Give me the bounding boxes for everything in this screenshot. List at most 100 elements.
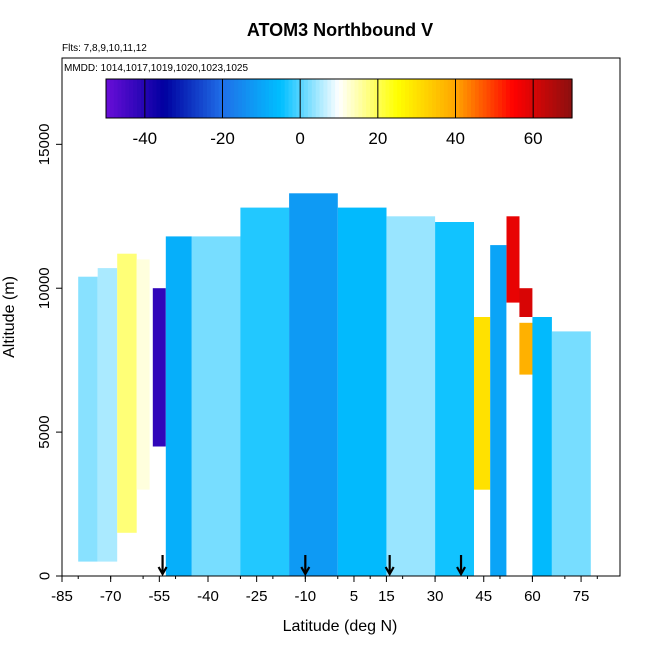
colorbar-swatch [346, 79, 352, 118]
v-wind-band [78, 276, 98, 562]
colorbar-swatch [482, 79, 488, 118]
v-wind-band [506, 216, 520, 303]
v-wind-band [386, 216, 436, 576]
x-tick-label: -55 [148, 588, 170, 605]
colorbar-swatch [443, 79, 449, 118]
colorbar-swatch [265, 79, 270, 118]
v-wind-band [117, 253, 137, 533]
colorbar-swatch [140, 79, 146, 118]
colorbar-swatch [389, 79, 394, 118]
arrow-markers [157, 555, 466, 577]
colorbar-swatch [168, 79, 173, 118]
colorbar-swatch [478, 79, 484, 118]
x-tick-label: -40 [197, 588, 219, 605]
colorbar-swatch [226, 79, 231, 118]
colorbar-swatch [502, 79, 507, 118]
colorbar-swatch [137, 79, 142, 118]
plot-area [78, 193, 591, 576]
colorbar-tick-label: -20 [210, 129, 235, 148]
colorbar-swatch [354, 79, 360, 118]
colorbar-swatch [490, 79, 495, 118]
colorbar-swatch [129, 79, 134, 118]
colorbar-swatch [463, 79, 468, 118]
v-wind-band [191, 236, 241, 576]
colorbar-swatch [261, 79, 266, 118]
colorbar-swatch [564, 79, 569, 118]
colorbar-swatch [144, 79, 150, 118]
x-tick-label: 15 [378, 588, 395, 605]
x-axis-label: Latitude (deg N) [283, 618, 398, 635]
colorbar-swatch [560, 79, 565, 118]
colorbar-swatch [529, 79, 534, 118]
colorbar-swatch [253, 79, 259, 118]
x-tick-label: 5 [350, 588, 358, 605]
x-tick-label: 45 [475, 588, 492, 605]
colorbar-swatch [459, 79, 464, 118]
colorbar-swatch [408, 79, 414, 118]
colorbar-swatch [436, 79, 441, 118]
colorbar-swatch [156, 79, 161, 118]
colorbar-swatch [505, 79, 511, 118]
colorbar-swatch [552, 79, 558, 118]
colorbar-swatch [494, 79, 499, 118]
colorbar-swatch [439, 79, 445, 118]
colorbar-swatch [342, 79, 348, 118]
colorbar-swatch [358, 79, 363, 118]
colorbar-swatch [373, 79, 379, 118]
colorbar-tick-label: 20 [368, 129, 387, 148]
colorbar-swatch [238, 79, 243, 118]
colorbar-swatch [401, 79, 406, 118]
colorbar-swatch [241, 79, 247, 118]
x-tick-label: -10 [294, 588, 316, 605]
colorbar-tick-label: 0 [295, 129, 304, 148]
colorbar-swatch [222, 79, 227, 118]
colorbar-swatch [331, 79, 336, 118]
flights-label: Flts: 7,8,9,10,11,12 [62, 43, 147, 54]
v-wind-band [337, 207, 387, 576]
colorbar-swatch [245, 79, 251, 118]
colorbar-swatch [416, 79, 422, 118]
colorbar-swatch [280, 79, 286, 118]
colorbar-swatch [471, 79, 476, 118]
colorbar-swatch [432, 79, 437, 118]
colorbar-swatch [525, 79, 530, 118]
colorbar-swatch [307, 79, 313, 118]
colorbar-swatch [230, 79, 235, 118]
colorbar-swatch [521, 79, 526, 118]
x-tick-label: -70 [100, 588, 122, 605]
colorbar-swatch [467, 79, 472, 118]
x-tick-label: 30 [427, 588, 444, 605]
colorbar-swatch [366, 79, 371, 118]
colorbar-swatch [187, 79, 193, 118]
colorbar-swatch [412, 79, 418, 118]
v-wind-band [551, 331, 591, 576]
colorbar-swatch [284, 79, 290, 118]
v-wind-band [435, 222, 474, 576]
colorbar-swatch [315, 79, 321, 118]
colorbar-swatch [276, 79, 282, 118]
colorbar-swatch [269, 79, 274, 118]
colorbar-swatch [272, 79, 278, 118]
v-wind-band [519, 288, 533, 317]
colorbar-swatch [152, 79, 158, 118]
colorbar-swatch [249, 79, 255, 118]
x-tick-label: 75 [573, 588, 590, 605]
colorbar-swatch [304, 79, 309, 118]
colorbar-swatch [335, 79, 340, 118]
colorbar-swatch [381, 79, 387, 118]
colorbar-swatch [393, 79, 398, 118]
colorbar-swatch [319, 79, 325, 118]
colorbar-swatch [106, 79, 111, 118]
y-axis: 0 5000 10000 15000 [36, 123, 62, 580]
colorbar-swatch [206, 79, 212, 118]
colorbar-swatch [517, 79, 523, 118]
v-wind-band [240, 207, 290, 576]
colorbar-swatch [300, 79, 305, 118]
colorbar-swatch [533, 79, 538, 118]
colorbar-swatch [183, 79, 189, 118]
colorbar-tick-label: 60 [524, 129, 543, 148]
colorbar-swatch [113, 79, 119, 118]
v-wind-band [490, 245, 507, 576]
v-wind-band [474, 317, 491, 490]
